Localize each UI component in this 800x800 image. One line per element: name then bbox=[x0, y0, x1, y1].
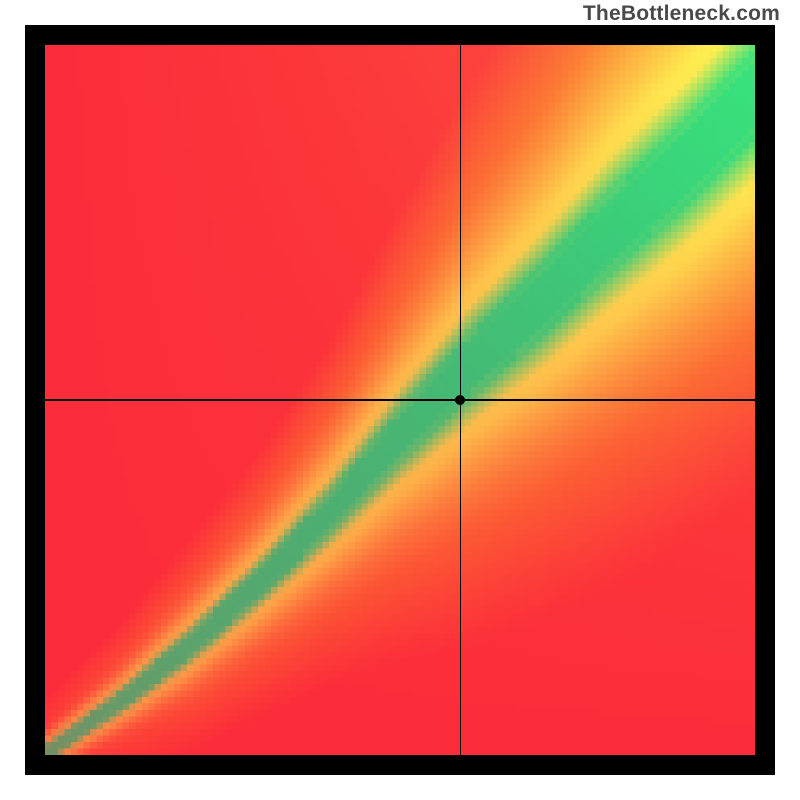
heatmap-canvas bbox=[45, 45, 755, 755]
watermark-text: TheBottleneck.com bbox=[583, 2, 780, 26]
chart-container: { "watermark": { "text": "TheBottleneck.… bbox=[0, 0, 800, 800]
plot-frame bbox=[25, 25, 775, 775]
